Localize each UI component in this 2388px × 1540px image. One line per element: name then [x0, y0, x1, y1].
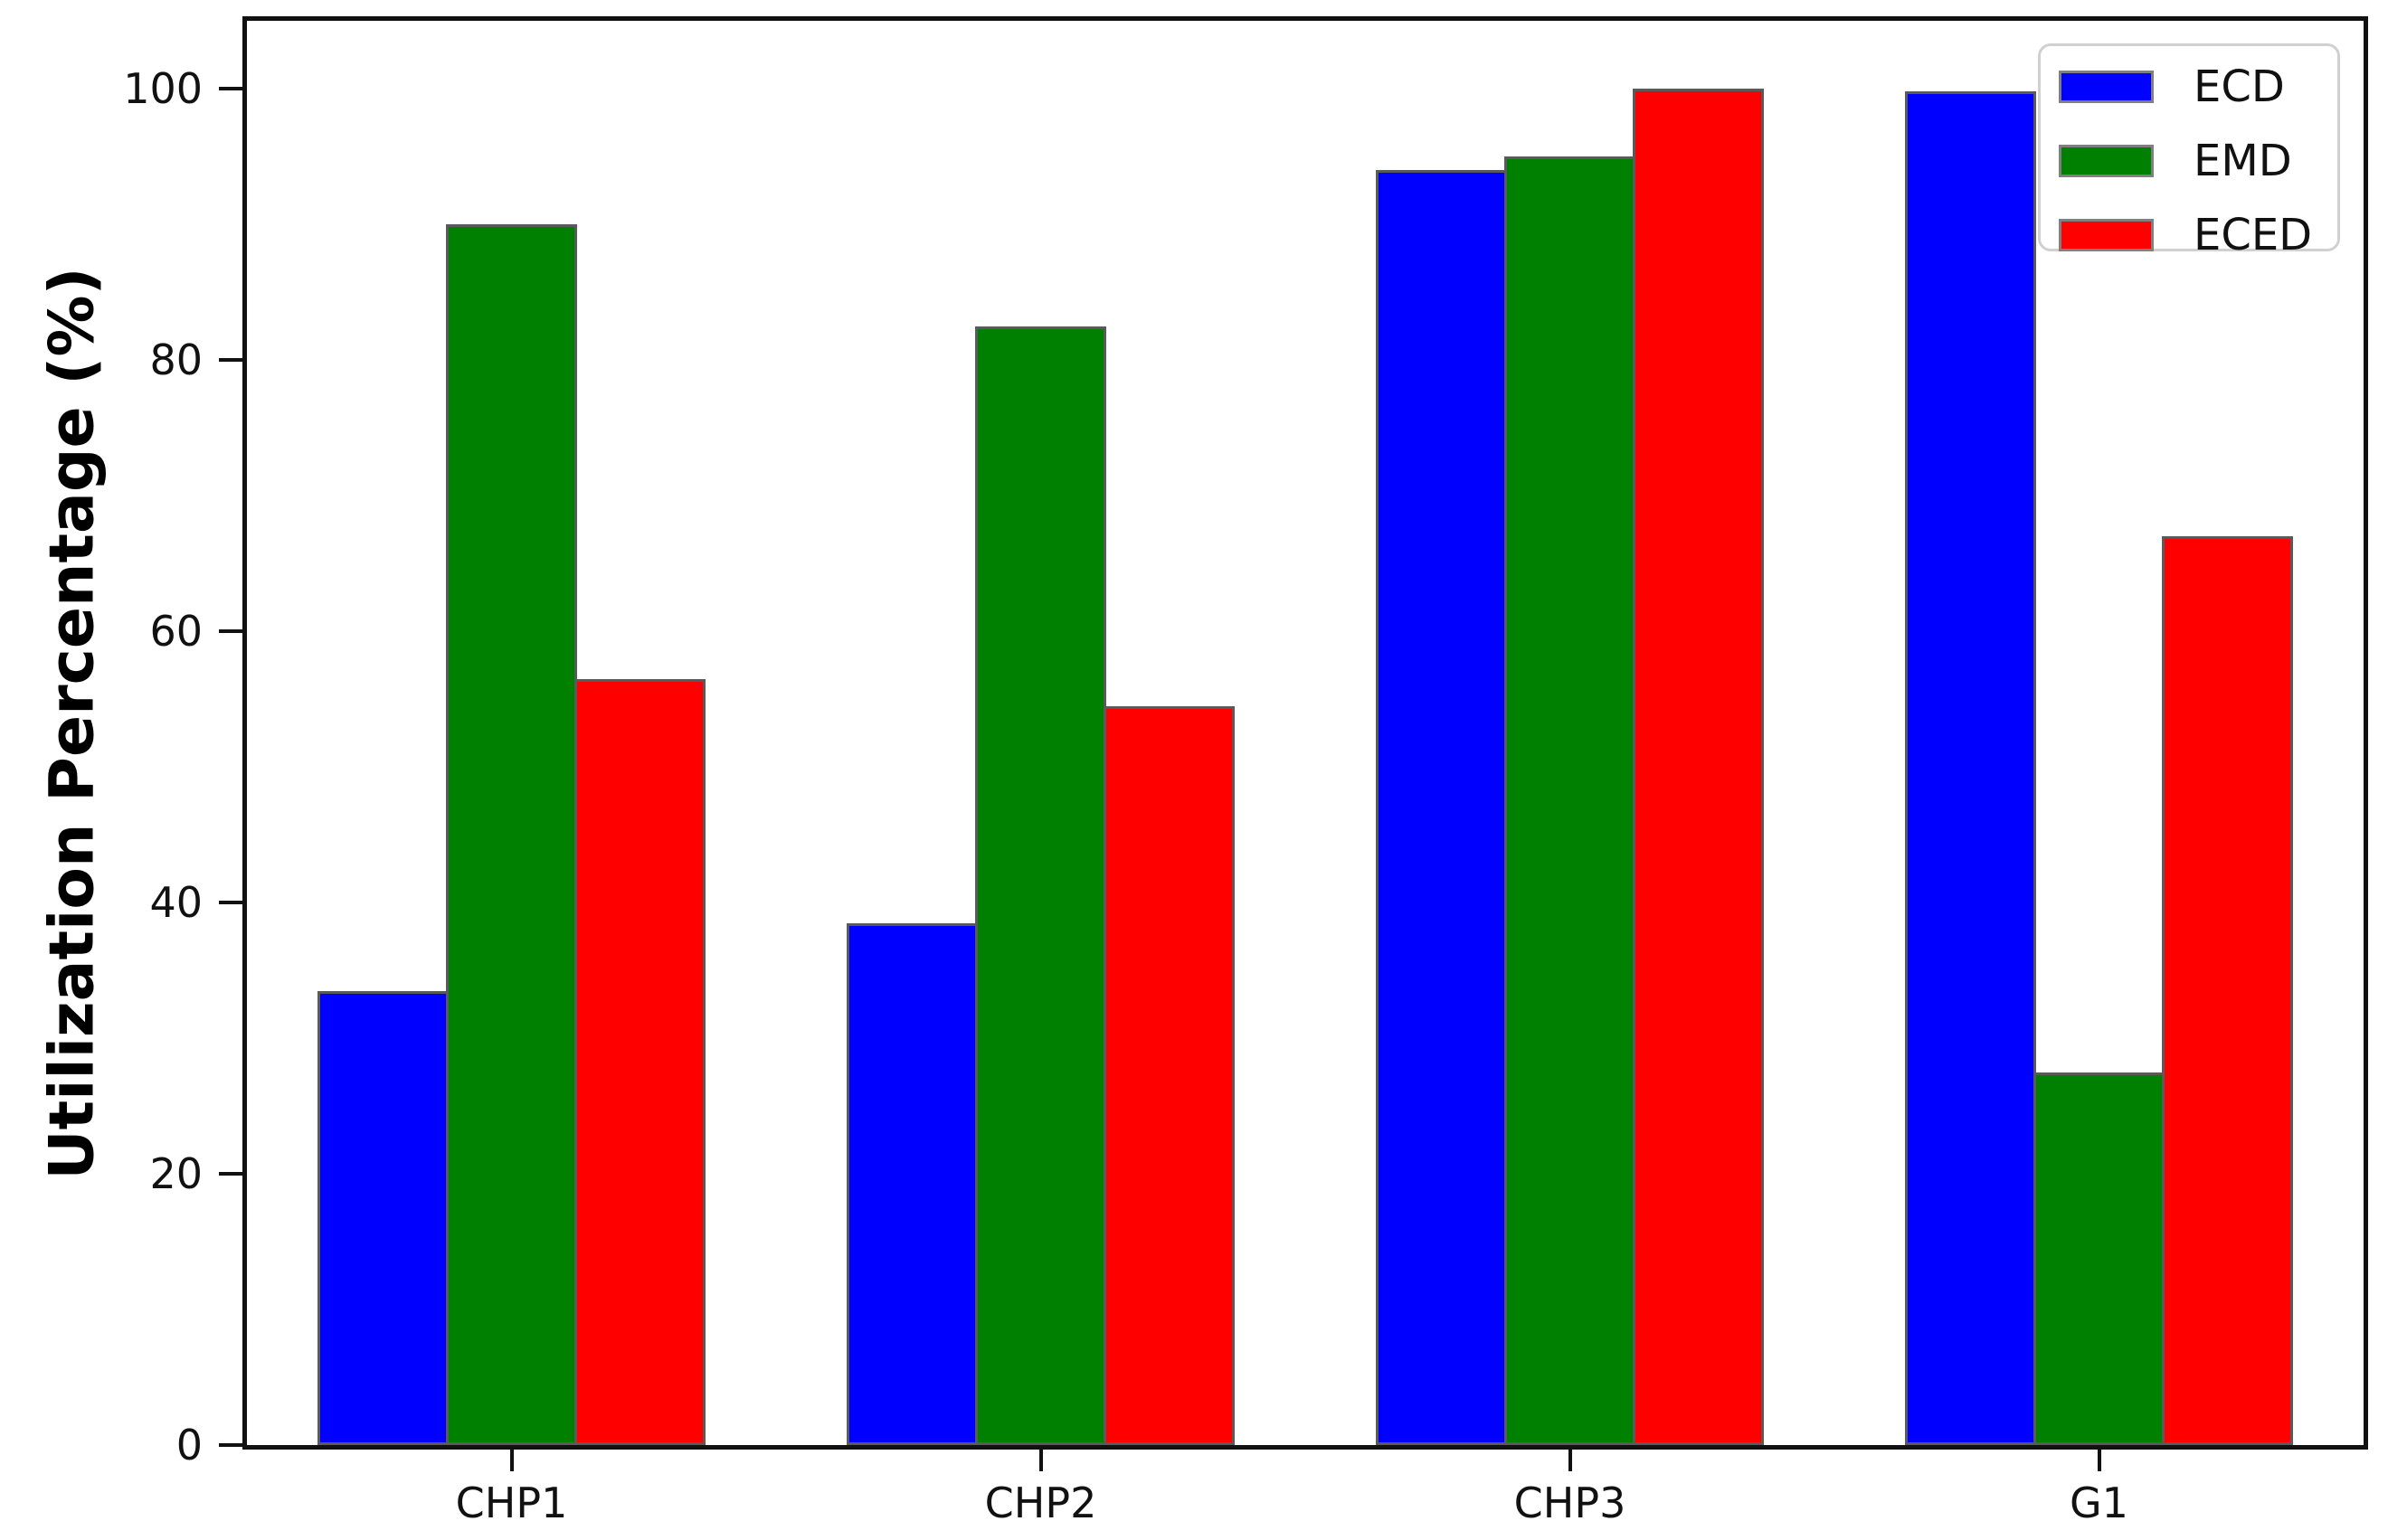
bar-eced-chp2: [1104, 705, 1235, 1445]
y-tick-mark: [219, 358, 242, 362]
legend-swatch-emd: [2059, 145, 2154, 177]
bar-ecd-chp2: [847, 922, 978, 1445]
legend-swatch-eced: [2059, 219, 2154, 251]
legend: ECD EMD ECED: [2038, 43, 2340, 257]
bar-eced-chp3: [1633, 89, 1764, 1445]
bar-ecd-chp3: [1376, 170, 1507, 1445]
x-tick-label: CHP1: [455, 1479, 568, 1527]
x-tick-label: CHP3: [1513, 1479, 1626, 1527]
y-tick-mark: [219, 629, 242, 633]
bar-group-chp3: [1305, 21, 1834, 1445]
y-tick-mark: [219, 87, 242, 90]
bar-emd-chp2: [975, 326, 1106, 1445]
x-tick-label: CHP2: [984, 1479, 1097, 1527]
x-cell-chp1: CHP1: [247, 1450, 776, 1524]
x-tick-mark: [1038, 1450, 1043, 1471]
bar-ecd-chp1: [317, 990, 449, 1445]
y-tick-label: 20: [149, 1149, 203, 1198]
bar-eced-chp1: [574, 678, 706, 1445]
bar-ecd-g1: [1905, 91, 2036, 1445]
plot-area: [242, 16, 2368, 1450]
legend-label: EMD: [2194, 136, 2292, 186]
x-tick-mark: [1568, 1450, 1572, 1471]
legend-item-emd: EMD: [2059, 139, 2328, 183]
y-axis: 0 20 40 60 80 100: [0, 21, 242, 1466]
y-tick-mark: [219, 901, 242, 904]
y-tick-mark: [219, 1172, 242, 1176]
y-tick-label: 0: [175, 1421, 203, 1469]
bar-group-g1: [1834, 21, 2364, 1445]
y-tick-label: 60: [149, 607, 203, 656]
y-tick-mark: [219, 1443, 242, 1447]
bar-emd-g1: [2033, 1072, 2165, 1445]
bar-eced-g1: [2162, 536, 2293, 1445]
bar-group-chp2: [776, 21, 1305, 1445]
legend-swatch-ecd: [2059, 71, 2154, 103]
x-tick-label: G1: [2070, 1479, 2128, 1527]
x-cell-chp3: CHP3: [1305, 1450, 1834, 1524]
y-tick-label: 100: [123, 64, 203, 113]
y-tick-label: 80: [149, 335, 203, 384]
x-tick-mark: [509, 1450, 514, 1471]
legend-item-ecd: ECD: [2059, 65, 2328, 109]
x-cell-chp2: CHP2: [776, 1450, 1305, 1524]
x-cell-g1: G1: [1834, 1450, 2364, 1524]
bar-group-chp1: [247, 21, 776, 1445]
legend-label: ECD: [2194, 61, 2285, 112]
bar-emd-chp3: [1504, 156, 1635, 1445]
x-tick-mark: [2097, 1450, 2101, 1471]
bar-emd-chp1: [446, 224, 577, 1445]
y-tick-label: 40: [149, 878, 203, 927]
x-axis: CHP1 CHP2 CHP3 G1: [247, 1450, 2364, 1524]
legend-label: ECED: [2194, 210, 2313, 260]
legend-item-eced: ECED: [2059, 213, 2328, 257]
